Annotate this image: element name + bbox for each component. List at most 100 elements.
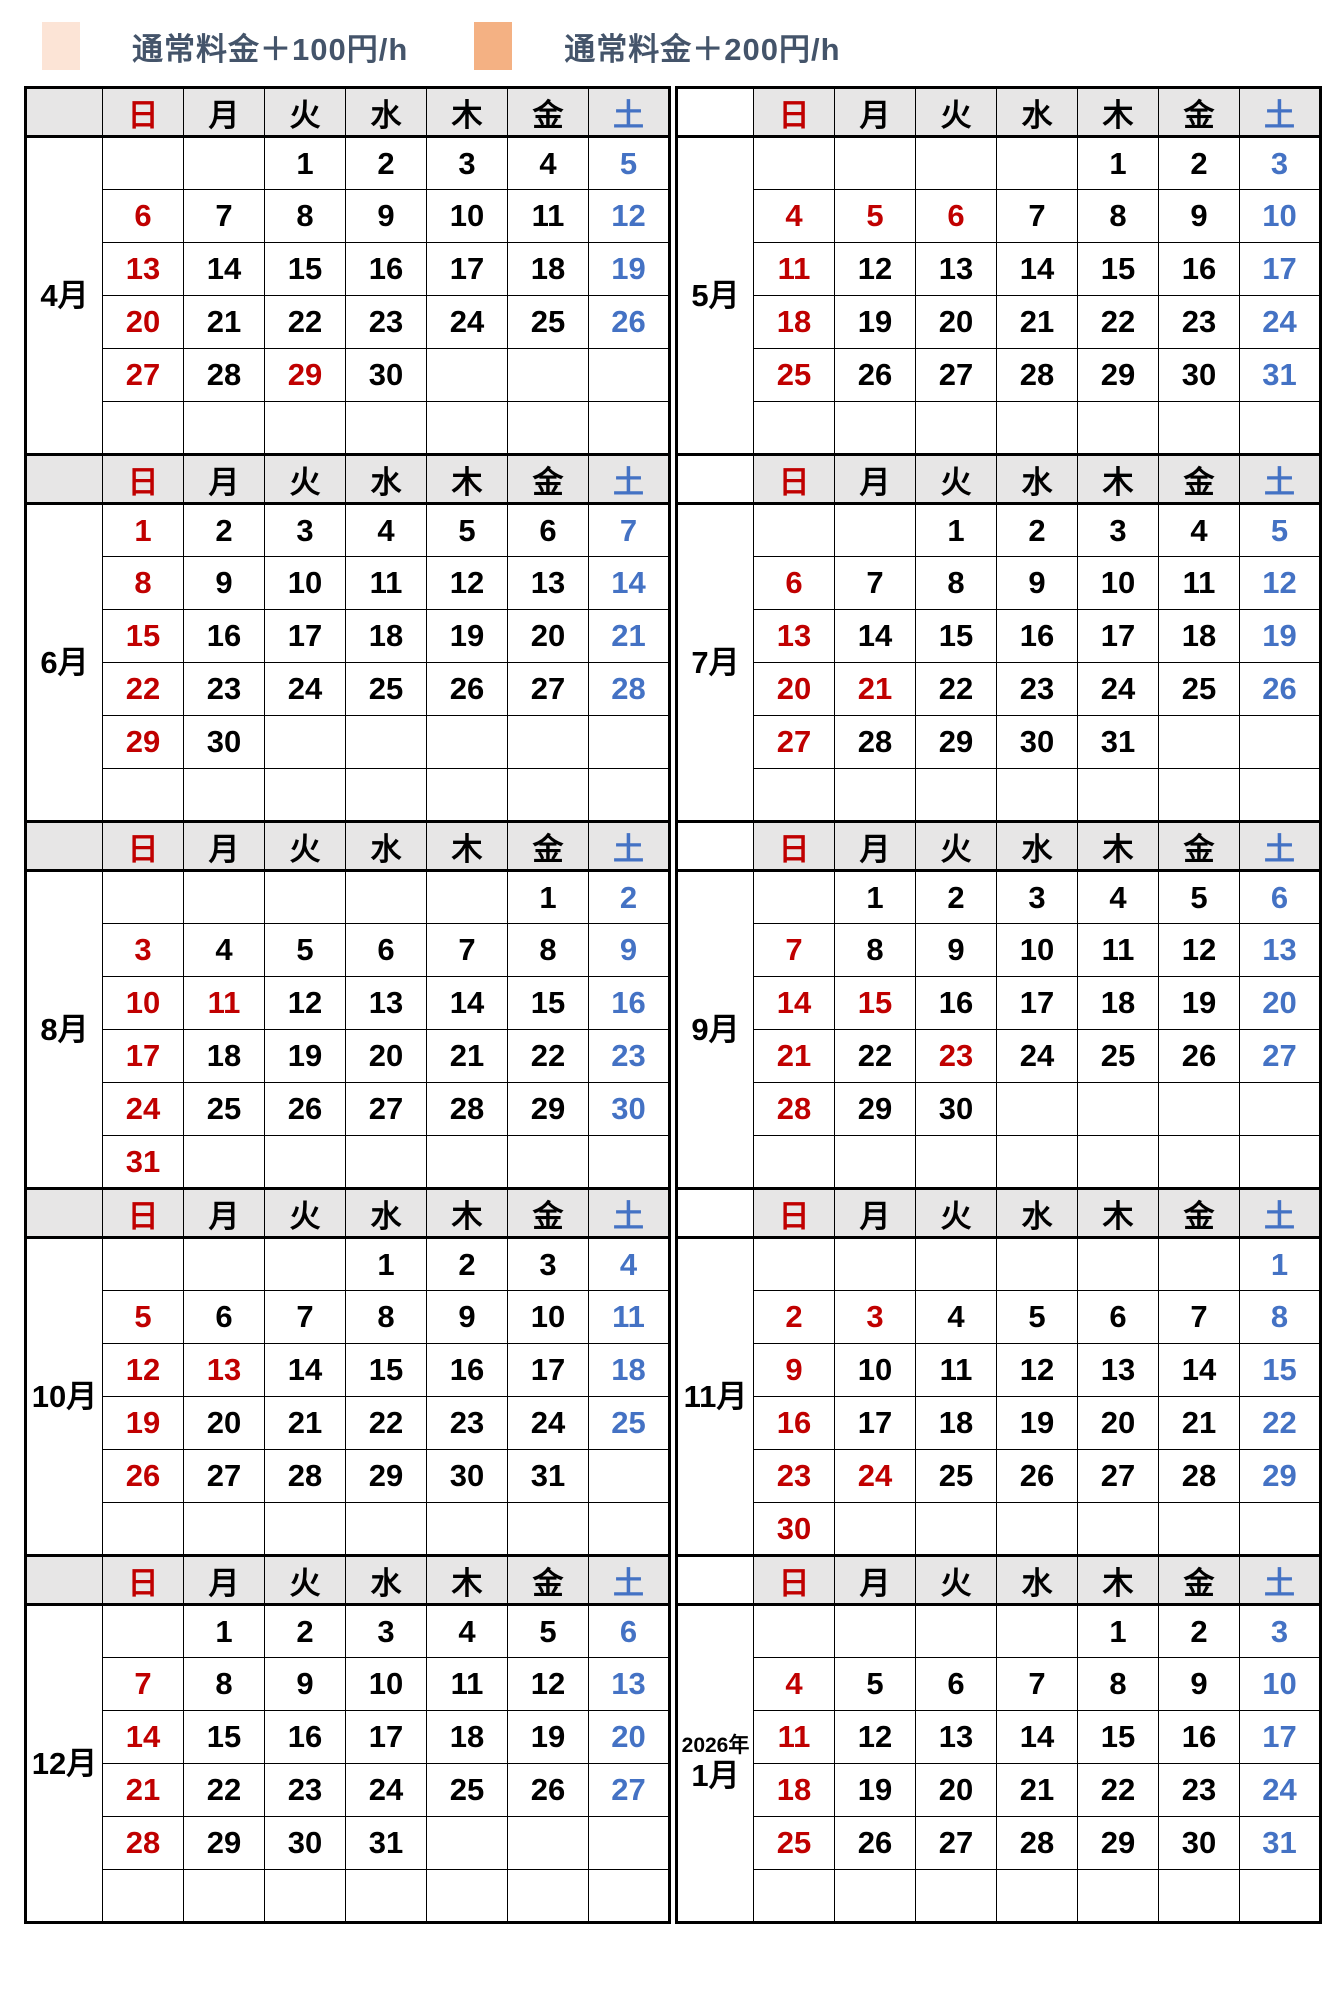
day-header-0: 日	[102, 1188, 184, 1239]
date-cell: 6	[915, 189, 997, 243]
date-cell	[996, 401, 1078, 455]
date-cell: 24	[264, 662, 346, 716]
date-cell: 12	[507, 1657, 589, 1711]
date-cell: 7	[996, 189, 1078, 243]
date-cell: 4	[588, 1237, 670, 1291]
date-cell	[507, 768, 589, 822]
month-table: 日月火水木金土 5月 1 2 3 4 5 6 7 8 9 10 11 12 13 14 15 16 17 18 19 20…	[675, 86, 1322, 456]
date-cell: 8	[834, 923, 916, 977]
day-header-2: 火	[915, 454, 997, 505]
date-cell: 17	[1077, 609, 1159, 663]
day-header-1: 月	[183, 1555, 265, 1606]
date-cell: 8	[102, 556, 184, 610]
date-cell: 29	[102, 715, 184, 769]
day-header-2: 火	[264, 821, 346, 872]
date-cell: 2	[183, 503, 265, 557]
day-header-4: 木	[1077, 821, 1159, 872]
day-header-6: 土	[1239, 454, 1321, 505]
day-header-3: 水	[996, 821, 1078, 872]
week-row: 31	[26, 1135, 670, 1189]
date-cell: 31	[1077, 715, 1159, 769]
date-cell: 12	[426, 556, 508, 610]
date-cell: 25	[426, 1763, 508, 1817]
date-cell: 23	[588, 1029, 670, 1083]
date-cell: 15	[183, 1710, 265, 1764]
week-row: 10月 1 2 3 4	[25, 1237, 670, 1556]
date-cell: 11	[1077, 923, 1159, 977]
date-cell: 21	[264, 1396, 346, 1450]
date-cell: 25	[588, 1396, 670, 1450]
date-cell: 24	[834, 1449, 916, 1503]
date-cell: 3	[1239, 1604, 1321, 1658]
date-cell: 11	[1158, 556, 1240, 610]
week-row: 5 6 7 8 9 10 11	[26, 1290, 670, 1344]
date-cell: 3	[264, 503, 346, 557]
date-cell: 7	[753, 923, 835, 977]
date-cell: 16	[588, 976, 670, 1030]
week-row: 6 7 8 9 10 11 12	[677, 556, 1321, 610]
month-label-text: 1月	[691, 1757, 740, 1793]
date-cell: 13	[588, 1657, 670, 1711]
date-cell	[588, 348, 670, 402]
day-header-4: 木	[426, 1188, 508, 1239]
week-row: 27 28 29 30	[26, 348, 670, 402]
month-label: 2026年 1月	[676, 1604, 754, 1923]
date-cell: 25	[753, 348, 835, 402]
date-cell: 14	[183, 242, 265, 296]
week-row: 16 17 18 19 20 21 22	[677, 1396, 1321, 1450]
date-cell: 30	[345, 348, 427, 402]
date-cell	[183, 1135, 265, 1189]
date-cell: 22	[345, 1396, 427, 1450]
date-cell: 10	[1077, 556, 1159, 610]
date-cell: 6	[753, 556, 835, 610]
date-cell: 5	[996, 1290, 1078, 1344]
date-cell: 19	[996, 1396, 1078, 1450]
date-cell	[834, 136, 916, 190]
date-cell: 30	[426, 1449, 508, 1503]
week-row: 7月 1 2 3 4 5	[676, 503, 1321, 822]
date-cell: 29	[1239, 1449, 1321, 1503]
date-cell: 5	[588, 136, 670, 190]
date-cell: 16	[996, 609, 1078, 663]
week-row: 21 22 23 24 25 26 27	[26, 1763, 670, 1817]
date-cell	[915, 136, 997, 190]
day-header-2: 火	[915, 1555, 997, 1606]
week-row	[26, 1869, 670, 1923]
date-cell: 15	[834, 976, 916, 1030]
week-row: 6月 1 2 3 4 5 6 7	[25, 503, 670, 822]
date-cell: 16	[1158, 1710, 1240, 1764]
date-cell: 20	[507, 609, 589, 663]
day-header-0: 日	[753, 454, 835, 505]
date-cell: 31	[1239, 348, 1321, 402]
date-cell: 2	[753, 1290, 835, 1344]
date-cell: 16	[345, 242, 427, 296]
date-cell: 2	[1158, 136, 1240, 190]
day-header-4: 木	[426, 87, 508, 138]
day-header-4: 木	[426, 821, 508, 872]
date-cell: 25	[345, 662, 427, 716]
date-cell: 19	[264, 1029, 346, 1083]
date-cell: 24	[1239, 1763, 1321, 1817]
date-cell: 3	[996, 870, 1078, 924]
date-cell: 1	[915, 503, 997, 557]
calendar-block-row: 日月火水木金土 6月 1 2 3 4 5 6 7 8 9 10 11 12 13 14 15 16 17 18 19 20…	[24, 453, 1337, 823]
date-cell: 16	[753, 1396, 835, 1450]
date-cell	[753, 870, 835, 924]
date-cell: 27	[1239, 1029, 1321, 1083]
date-cell: 20	[588, 1710, 670, 1764]
date-cell: 7	[426, 923, 508, 977]
date-cell	[753, 136, 835, 190]
month-label: 6月	[25, 503, 103, 822]
day-header-3: 水	[345, 821, 427, 872]
date-cell	[1077, 401, 1159, 455]
week-row: 23 24 25 26 27 28 29	[677, 1449, 1321, 1503]
date-cell: 31	[345, 1816, 427, 1870]
date-cell: 1	[183, 1604, 265, 1658]
date-cell: 13	[345, 976, 427, 1030]
date-cell: 11	[507, 189, 589, 243]
date-cell: 10	[1239, 1657, 1321, 1711]
date-cell: 23	[915, 1029, 997, 1083]
date-cell: 29	[264, 348, 346, 402]
date-cell: 28	[588, 662, 670, 716]
